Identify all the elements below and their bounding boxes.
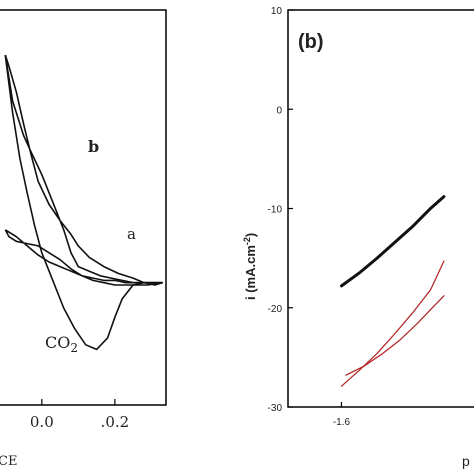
panel-a-series-co2 — [4, 54, 163, 351]
panel-b-x-ticks: -1.6 — [333, 402, 351, 428]
panel-b-series-2 — [345, 295, 445, 376]
panel-b-y-tick-label-3: -20 — [268, 304, 283, 315]
panel-a-curves — [4, 54, 164, 351]
panel-b: 10 0 -10 -20 -30 -1.6 (b) i (mA.cm-2) p — [242, 6, 474, 469]
panel-a-x-tick-label-1: 0.0 — [30, 413, 54, 431]
panel-b-label: (b) — [298, 31, 324, 53]
panel-b-y-tick-label-0: 10 — [271, 6, 283, 17]
panel-a-x-axis-label: CE — [0, 454, 17, 469]
panel-b-y-tick-label-2: -10 — [268, 205, 283, 216]
curve-a-label: a — [127, 225, 136, 243]
panel-b-x-tick-label-0: -1.6 — [333, 417, 351, 428]
panel-b-frame — [287, 9, 474, 408]
panel-a-x-ticks: .0.2 0.0 — [30, 399, 129, 431]
panel-b-series-1 — [340, 260, 445, 387]
panel-a-frame — [0, 9, 167, 406]
panel-a-series-a — [4, 229, 164, 286]
panel-b-y-tick-label-4: -30 — [268, 403, 283, 414]
panel-b-y-ticks: 10 0 -10 -20 -30 — [268, 6, 293, 414]
panel-b-y-tick-label-1: 0 — [276, 105, 282, 116]
co2-label: CO2 — [45, 333, 78, 355]
panel-a-series-b — [4, 54, 164, 286]
panel-b-curves — [340, 195, 446, 387]
panel-b-y-axis-label: i (mA.cm-2) — [242, 233, 258, 300]
panel-a-x-tick-label-0: .0.2 — [101, 413, 130, 431]
panel-b-series-0 — [340, 195, 446, 288]
panel-a: .0.2 0.0 b a CO2 CE — [0, 9, 167, 469]
curve-b-label: b — [88, 137, 99, 156]
panel-b-x-axis-label: p — [462, 453, 470, 469]
